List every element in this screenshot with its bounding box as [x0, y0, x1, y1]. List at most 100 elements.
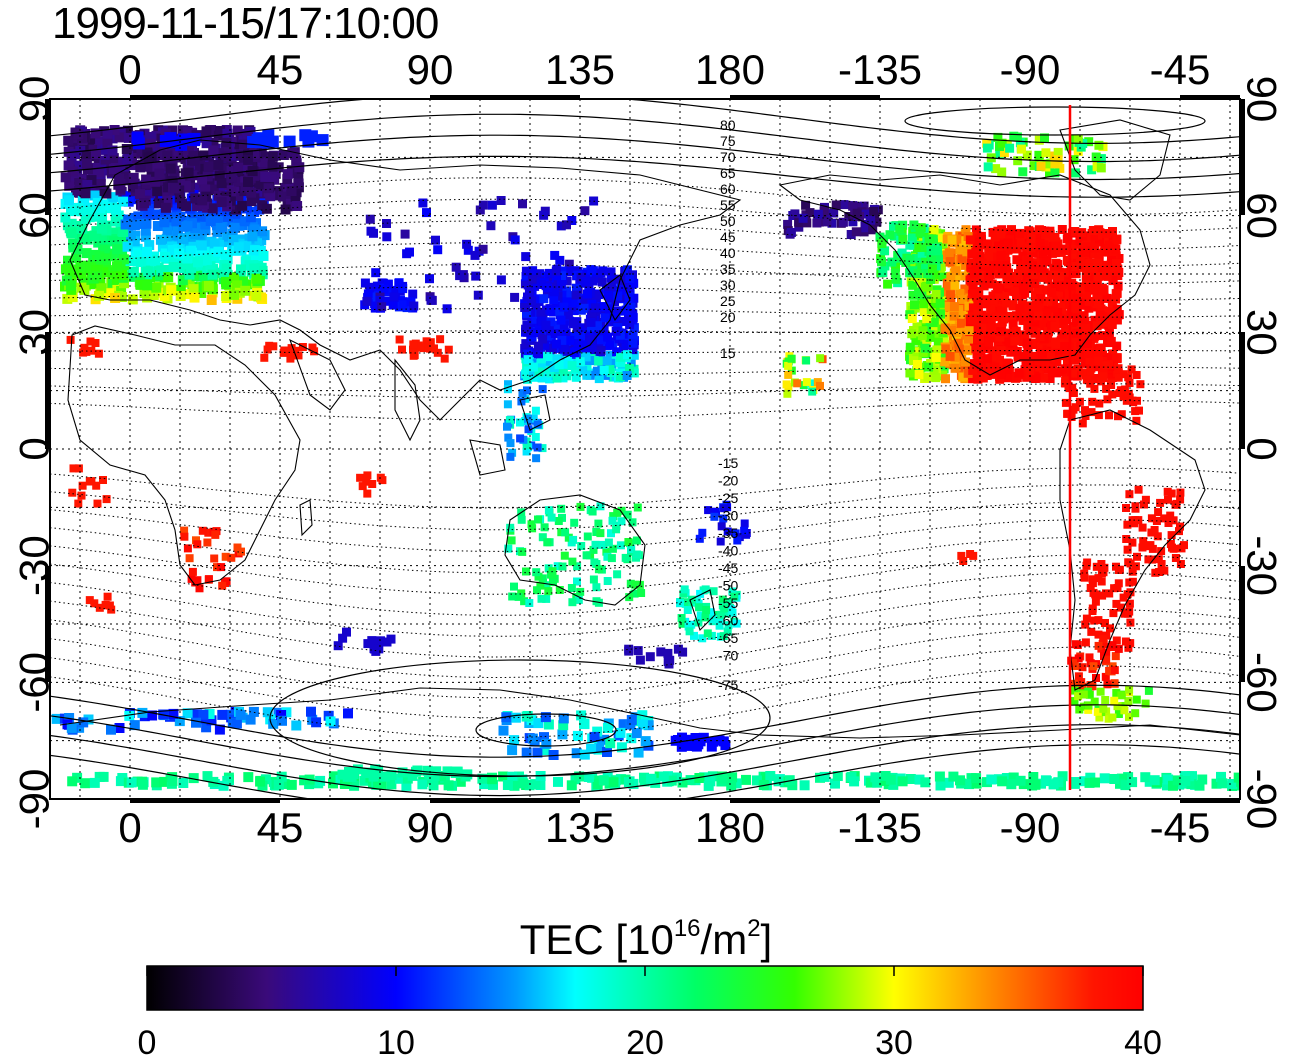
tec-cell	[602, 723, 613, 733]
tec-cell	[968, 374, 978, 384]
tec-cell	[909, 220, 919, 230]
tec-cell	[559, 302, 569, 312]
tec-cell	[596, 268, 606, 278]
tec-cell	[1140, 772, 1151, 783]
tec-cell	[193, 576, 202, 585]
tec-cell	[1126, 559, 1135, 568]
tec-cell	[1069, 659, 1078, 668]
tec-cell	[1124, 389, 1133, 398]
tec-cell	[594, 374, 604, 384]
tec-cell	[718, 736, 729, 747]
tec-cell	[96, 283, 107, 294]
tec-cell	[1061, 398, 1070, 407]
tec-cell	[964, 334, 973, 344]
tec-cell	[455, 776, 466, 787]
tec-cell	[1124, 373, 1133, 382]
tec-cell	[200, 184, 211, 195]
tec-cell	[1080, 330, 1090, 340]
tec-cell	[183, 544, 192, 553]
tec-cell	[280, 204, 291, 215]
tec-cell	[1096, 687, 1105, 696]
tec-cell	[569, 535, 578, 544]
tec-cell	[537, 594, 546, 603]
tec-cell	[844, 212, 854, 221]
tec-cell	[566, 267, 576, 276]
tec-cell	[531, 406, 540, 415]
tec-cell	[121, 191, 132, 202]
tec-cell	[905, 774, 916, 784]
tec-cell	[95, 179, 106, 189]
tec-cell	[1047, 367, 1057, 377]
tec-cell	[1084, 777, 1095, 788]
tec-cell	[363, 639, 373, 649]
tec-cell	[531, 372, 541, 382]
tec-cell	[993, 284, 1003, 294]
tec-cell	[82, 180, 93, 190]
mag-contour-line	[50, 198, 1240, 233]
tec-cell	[950, 280, 960, 290]
tec-cell	[174, 248, 185, 259]
tec-cell	[1133, 552, 1141, 561]
left-tick-bar	[45, 99, 50, 215]
tec-cell	[831, 200, 841, 210]
tec-cell	[1194, 780, 1205, 791]
tec-cell	[240, 285, 251, 296]
tec-cell	[287, 148, 298, 159]
tec-cell	[191, 271, 202, 282]
tec-cell	[510, 582, 518, 591]
tec-cell	[715, 616, 724, 625]
tec-cell	[144, 188, 155, 199]
tec-cell	[1060, 315, 1070, 325]
tec-cell	[978, 323, 988, 333]
tec-cell	[592, 779, 603, 790]
tec-cell	[1024, 283, 1034, 293]
tec-cell	[546, 317, 556, 327]
tec-cell	[220, 249, 231, 260]
tec-cell	[1040, 133, 1049, 143]
tec-cell	[943, 281, 953, 291]
tec-cell	[1180, 776, 1191, 786]
tec-cell	[250, 245, 260, 256]
tec-cell	[597, 277, 607, 287]
tec-cell	[161, 233, 172, 244]
lon-tick-label-bottom: 90	[407, 804, 454, 851]
tec-cell	[192, 201, 203, 212]
tec-cell	[260, 353, 269, 362]
tec-cell	[1099, 372, 1108, 381]
tec-cell	[1154, 555, 1163, 564]
tec-cell	[197, 195, 208, 206]
tec-cell	[622, 265, 632, 275]
tec-cell	[1103, 680, 1112, 689]
tec-cell	[368, 480, 377, 488]
contour-label-south: -40	[718, 543, 738, 559]
tec-cell	[1082, 339, 1092, 349]
tec-cell	[623, 510, 632, 519]
tec-cell	[520, 597, 529, 606]
tec-cell	[1088, 226, 1098, 235]
tec-cell	[103, 592, 112, 601]
bottom-tick-bar	[430, 798, 580, 803]
tec-cell	[517, 515, 526, 524]
tec-cell	[1060, 342, 1070, 351]
coastline	[599, 274, 631, 322]
tec-cell	[913, 243, 922, 252]
tec-cell	[1006, 347, 1016, 357]
tec-cell	[1004, 268, 1013, 278]
tec-cell	[684, 622, 693, 631]
tec-cell	[1099, 234, 1109, 244]
tec-cell	[221, 151, 232, 162]
tec-cell	[543, 538, 552, 547]
tec-cell	[1041, 776, 1052, 787]
tec-cell	[656, 647, 666, 657]
tec-cell	[622, 371, 632, 380]
tec-cell	[1125, 685, 1134, 694]
colorbar-tick-label: 40	[1124, 1024, 1162, 1057]
tec-cell	[1082, 614, 1091, 623]
tec-cell	[436, 335, 445, 344]
tec-cell	[557, 335, 567, 345]
tec-cell	[1006, 230, 1016, 240]
tec-cell	[63, 255, 73, 266]
tec-cell	[969, 551, 978, 560]
tec-cell	[182, 148, 193, 159]
tec-cell	[576, 272, 586, 282]
